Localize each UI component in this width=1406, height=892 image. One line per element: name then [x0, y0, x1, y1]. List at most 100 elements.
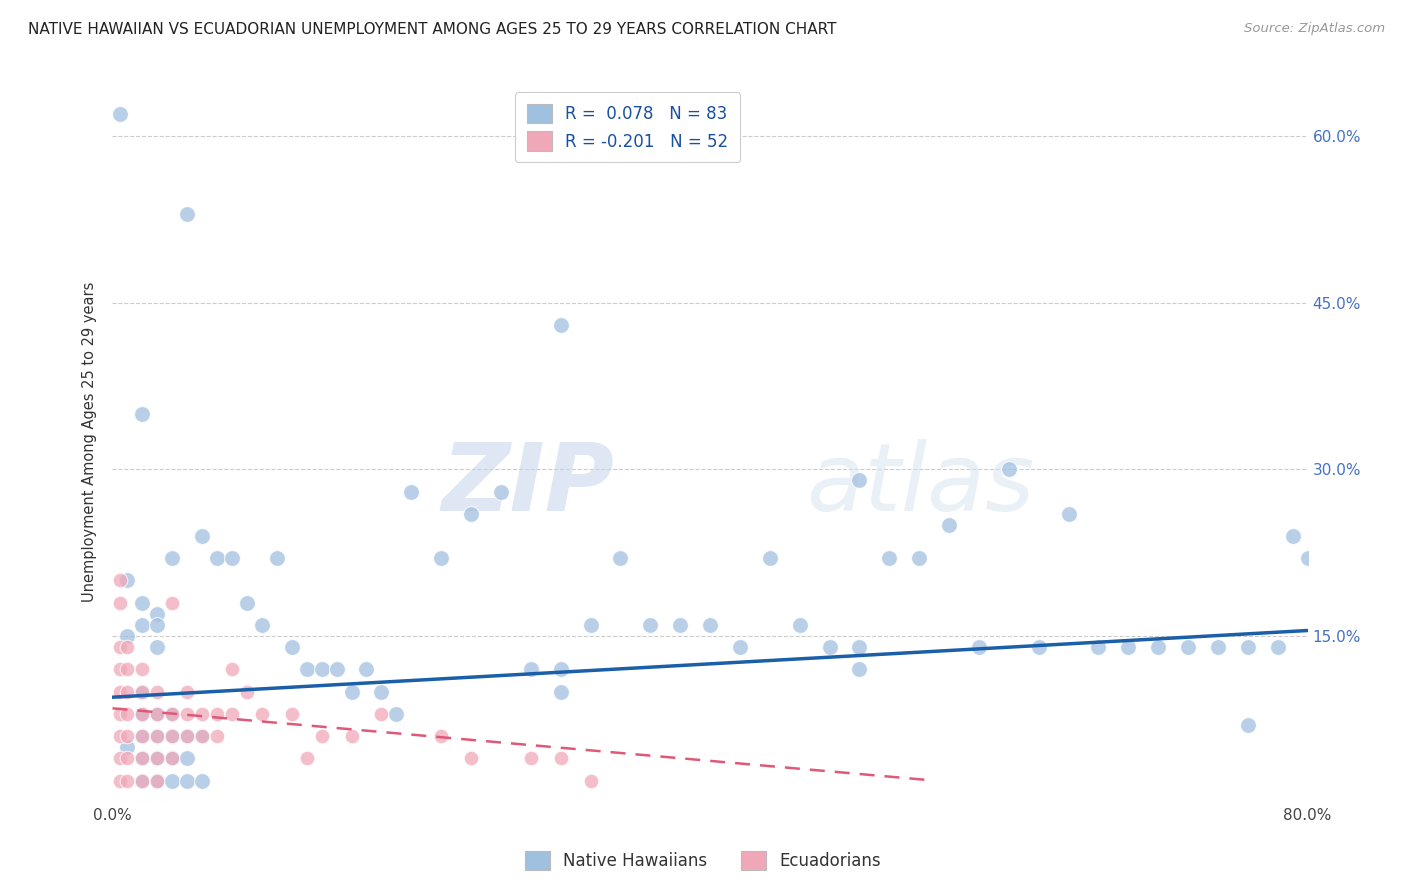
- Point: [146, 729, 169, 743]
- Point: [108, 684, 131, 698]
- Point: [311, 729, 333, 743]
- Point: [221, 706, 243, 721]
- Point: [131, 662, 153, 676]
- Point: [266, 551, 288, 566]
- Point: [1057, 507, 1080, 521]
- Point: [117, 574, 139, 588]
- Point: [176, 207, 198, 221]
- Point: [311, 662, 333, 676]
- Point: [162, 706, 183, 721]
- Point: [1267, 640, 1289, 655]
- Point: [848, 662, 870, 676]
- Point: [162, 706, 183, 721]
- Point: [131, 706, 153, 721]
- Point: [191, 773, 214, 788]
- Point: [550, 751, 572, 765]
- Point: [460, 507, 482, 521]
- Point: [131, 684, 153, 698]
- Point: [1028, 640, 1050, 655]
- Point: [1118, 640, 1140, 655]
- Point: [117, 773, 139, 788]
- Point: [1281, 529, 1303, 543]
- Point: [176, 706, 198, 721]
- Point: [108, 106, 131, 120]
- Point: [579, 773, 602, 788]
- Point: [176, 684, 198, 698]
- Point: [117, 751, 139, 765]
- Point: [325, 662, 347, 676]
- Point: [108, 640, 131, 655]
- Point: [176, 751, 198, 765]
- Point: [340, 729, 363, 743]
- Point: [401, 484, 423, 499]
- Point: [1237, 718, 1260, 732]
- Point: [146, 751, 169, 765]
- Point: [162, 729, 183, 743]
- Point: [117, 629, 139, 643]
- Point: [108, 729, 131, 743]
- Point: [1147, 640, 1170, 655]
- Point: [131, 596, 153, 610]
- Point: [146, 684, 169, 698]
- Point: [818, 640, 841, 655]
- Point: [520, 662, 543, 676]
- Point: [131, 773, 153, 788]
- Point: [131, 706, 153, 721]
- Point: [967, 640, 990, 655]
- Point: [236, 684, 259, 698]
- Point: [131, 729, 153, 743]
- Point: [162, 596, 183, 610]
- Point: [759, 551, 782, 566]
- Point: [117, 729, 139, 743]
- Point: [131, 751, 153, 765]
- Point: [162, 773, 183, 788]
- Point: [176, 773, 198, 788]
- Point: [908, 551, 931, 566]
- Point: [550, 318, 572, 332]
- Point: [146, 729, 169, 743]
- Point: [108, 773, 131, 788]
- Point: [460, 751, 482, 765]
- Point: [162, 551, 183, 566]
- Point: [1237, 640, 1260, 655]
- Point: [131, 618, 153, 632]
- Point: [176, 729, 198, 743]
- Point: [146, 640, 169, 655]
- Point: [281, 706, 304, 721]
- Point: [176, 729, 198, 743]
- Point: [998, 462, 1021, 476]
- Point: [699, 618, 721, 632]
- Point: [117, 706, 139, 721]
- Point: [117, 740, 139, 755]
- Point: [281, 640, 304, 655]
- Point: [938, 517, 960, 532]
- Point: [370, 684, 392, 698]
- Point: [117, 662, 139, 676]
- Point: [146, 773, 169, 788]
- Point: [191, 729, 214, 743]
- Point: [520, 751, 543, 765]
- Point: [489, 484, 512, 499]
- Point: [1206, 640, 1229, 655]
- Point: [191, 706, 214, 721]
- Point: [250, 618, 273, 632]
- Point: [162, 751, 183, 765]
- Point: [131, 407, 153, 421]
- Point: [146, 706, 169, 721]
- Point: [146, 607, 169, 621]
- Point: [108, 596, 131, 610]
- Point: [162, 751, 183, 765]
- Point: [1177, 640, 1199, 655]
- Point: [146, 706, 169, 721]
- Point: [146, 751, 169, 765]
- Point: [550, 662, 572, 676]
- Point: [146, 618, 169, 632]
- Legend: Native Hawaiians, Ecuadorians: Native Hawaiians, Ecuadorians: [519, 844, 887, 877]
- Point: [162, 729, 183, 743]
- Y-axis label: Unemployment Among Ages 25 to 29 years: Unemployment Among Ages 25 to 29 years: [82, 281, 97, 602]
- Point: [108, 662, 131, 676]
- Point: [728, 640, 751, 655]
- Point: [131, 684, 153, 698]
- Point: [108, 574, 131, 588]
- Point: [430, 551, 453, 566]
